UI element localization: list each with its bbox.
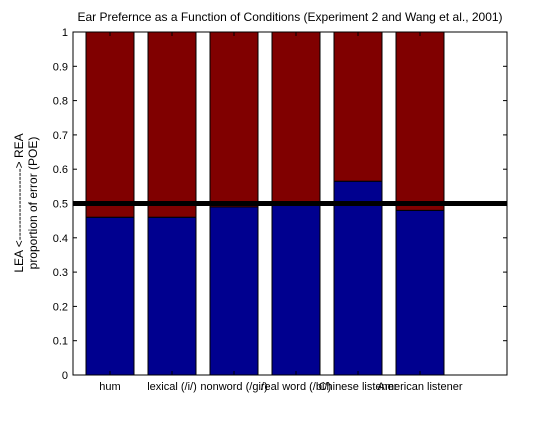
bar-segment-lower-1 (147, 216, 197, 376)
y-axis-label-line2: proportion of error (POE) (26, 137, 40, 270)
x-tick-label: real word (/bi/) (261, 381, 331, 393)
bar-segment-lower-2 (209, 206, 259, 376)
bar-segment-upper-3 (271, 31, 321, 206)
bar-segment-upper-5 (395, 31, 445, 211)
x-tick-label: nonword (/gi/) (200, 381, 267, 393)
y-tick-label: 0.6 (53, 164, 68, 176)
x-tick-label: hum (99, 381, 120, 393)
bar-segment-upper-0 (85, 31, 135, 218)
y-tick-label: 0.2 (53, 301, 68, 313)
bar-segment-lower-3 (271, 204, 321, 376)
chart-title: Ear Prefernce as a Function of Condition… (77, 10, 502, 24)
y-tick-label: 0.3 (53, 267, 68, 279)
x-tick-label: American listener (378, 381, 463, 393)
bar-segment-lower-0 (85, 216, 135, 376)
bar-segment-lower-5 (395, 209, 445, 376)
y-tick-label: 0.1 (53, 336, 68, 348)
y-axis: 0 0.1 0.2 0.3 0.4 0.5 0.6 0.7 0.8 0.9 1 (53, 27, 507, 382)
bar-segment-upper-4 (333, 31, 383, 182)
bar-segment-upper-2 (209, 31, 259, 208)
x-tick-label: lexical (/i/) (147, 381, 197, 393)
bar-segment-lower-4 (333, 180, 383, 376)
y-axis-label-line1: LEA <------------------> REA (12, 133, 26, 272)
y-tick-label: 0.5 (53, 199, 68, 211)
x-axis: hum lexical (/i/) nonword (/gi/)real word … (99, 32, 463, 393)
y-tick-label: 1 (62, 27, 68, 39)
y-tick-label: 0.9 (53, 61, 68, 73)
y-tick-label: 0.8 (53, 96, 68, 108)
x-tick-label: Chinese listener (319, 381, 398, 393)
y-tick-label: 0.7 (53, 130, 68, 142)
bar-segment-upper-1 (147, 31, 197, 218)
y-tick-label: 0.4 (53, 233, 68, 245)
y-tick-label: 0 (62, 370, 68, 382)
